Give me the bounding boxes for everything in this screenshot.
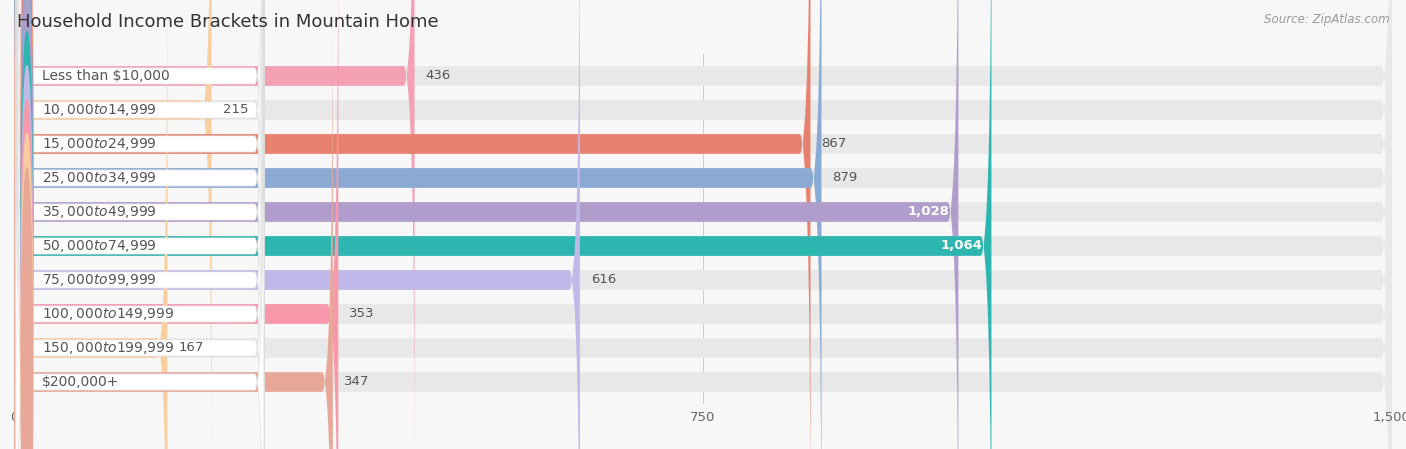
- FancyBboxPatch shape: [15, 0, 264, 449]
- Text: $150,000 to $199,999: $150,000 to $199,999: [42, 340, 174, 356]
- Text: 353: 353: [349, 308, 375, 321]
- FancyBboxPatch shape: [14, 0, 415, 449]
- FancyBboxPatch shape: [15, 0, 264, 449]
- Text: 879: 879: [832, 172, 858, 185]
- Circle shape: [21, 168, 32, 449]
- FancyBboxPatch shape: [14, 0, 1392, 449]
- FancyBboxPatch shape: [14, 0, 1392, 449]
- FancyBboxPatch shape: [14, 0, 1392, 449]
- FancyBboxPatch shape: [14, 0, 1392, 449]
- Text: 1,028: 1,028: [907, 206, 949, 219]
- Text: 436: 436: [426, 70, 451, 83]
- Text: $200,000+: $200,000+: [42, 375, 120, 389]
- FancyBboxPatch shape: [14, 0, 1392, 449]
- FancyBboxPatch shape: [15, 0, 264, 449]
- Text: 215: 215: [222, 103, 247, 116]
- FancyBboxPatch shape: [14, 0, 167, 449]
- Text: 167: 167: [179, 342, 204, 355]
- Circle shape: [21, 0, 32, 392]
- FancyBboxPatch shape: [15, 0, 264, 408]
- Text: 616: 616: [591, 273, 616, 286]
- Circle shape: [21, 100, 32, 449]
- FancyBboxPatch shape: [14, 0, 959, 449]
- FancyBboxPatch shape: [14, 0, 821, 449]
- FancyBboxPatch shape: [14, 0, 1392, 449]
- FancyBboxPatch shape: [15, 0, 264, 442]
- Text: Source: ZipAtlas.com: Source: ZipAtlas.com: [1264, 13, 1389, 26]
- Text: $35,000 to $49,999: $35,000 to $49,999: [42, 204, 156, 220]
- Text: Household Income Brackets in Mountain Home: Household Income Brackets in Mountain Ho…: [17, 13, 439, 31]
- FancyBboxPatch shape: [14, 0, 1392, 449]
- FancyBboxPatch shape: [15, 50, 264, 449]
- Text: $25,000 to $34,999: $25,000 to $34,999: [42, 170, 156, 186]
- FancyBboxPatch shape: [14, 0, 339, 449]
- Text: $50,000 to $74,999: $50,000 to $74,999: [42, 238, 156, 254]
- Circle shape: [21, 0, 32, 290]
- FancyBboxPatch shape: [14, 0, 1392, 449]
- FancyBboxPatch shape: [14, 0, 1392, 449]
- Circle shape: [21, 32, 32, 449]
- Text: $15,000 to $24,999: $15,000 to $24,999: [42, 136, 156, 152]
- FancyBboxPatch shape: [14, 0, 1392, 449]
- Circle shape: [21, 0, 32, 324]
- FancyBboxPatch shape: [15, 0, 264, 449]
- Circle shape: [21, 0, 32, 358]
- Circle shape: [21, 0, 32, 426]
- Text: Less than $10,000: Less than $10,000: [42, 69, 169, 83]
- Circle shape: [21, 134, 32, 449]
- FancyBboxPatch shape: [14, 0, 579, 449]
- Text: $10,000 to $14,999: $10,000 to $14,999: [42, 102, 156, 118]
- Text: 867: 867: [821, 137, 846, 150]
- FancyBboxPatch shape: [14, 0, 991, 449]
- FancyBboxPatch shape: [15, 16, 264, 449]
- Text: 347: 347: [344, 375, 370, 388]
- Text: $100,000 to $149,999: $100,000 to $149,999: [42, 306, 174, 322]
- FancyBboxPatch shape: [15, 0, 264, 449]
- FancyBboxPatch shape: [14, 0, 810, 449]
- FancyBboxPatch shape: [14, 0, 333, 449]
- Text: 1,064: 1,064: [941, 239, 983, 252]
- Text: $75,000 to $99,999: $75,000 to $99,999: [42, 272, 156, 288]
- FancyBboxPatch shape: [14, 0, 211, 449]
- FancyBboxPatch shape: [15, 0, 264, 449]
- Circle shape: [21, 66, 32, 449]
